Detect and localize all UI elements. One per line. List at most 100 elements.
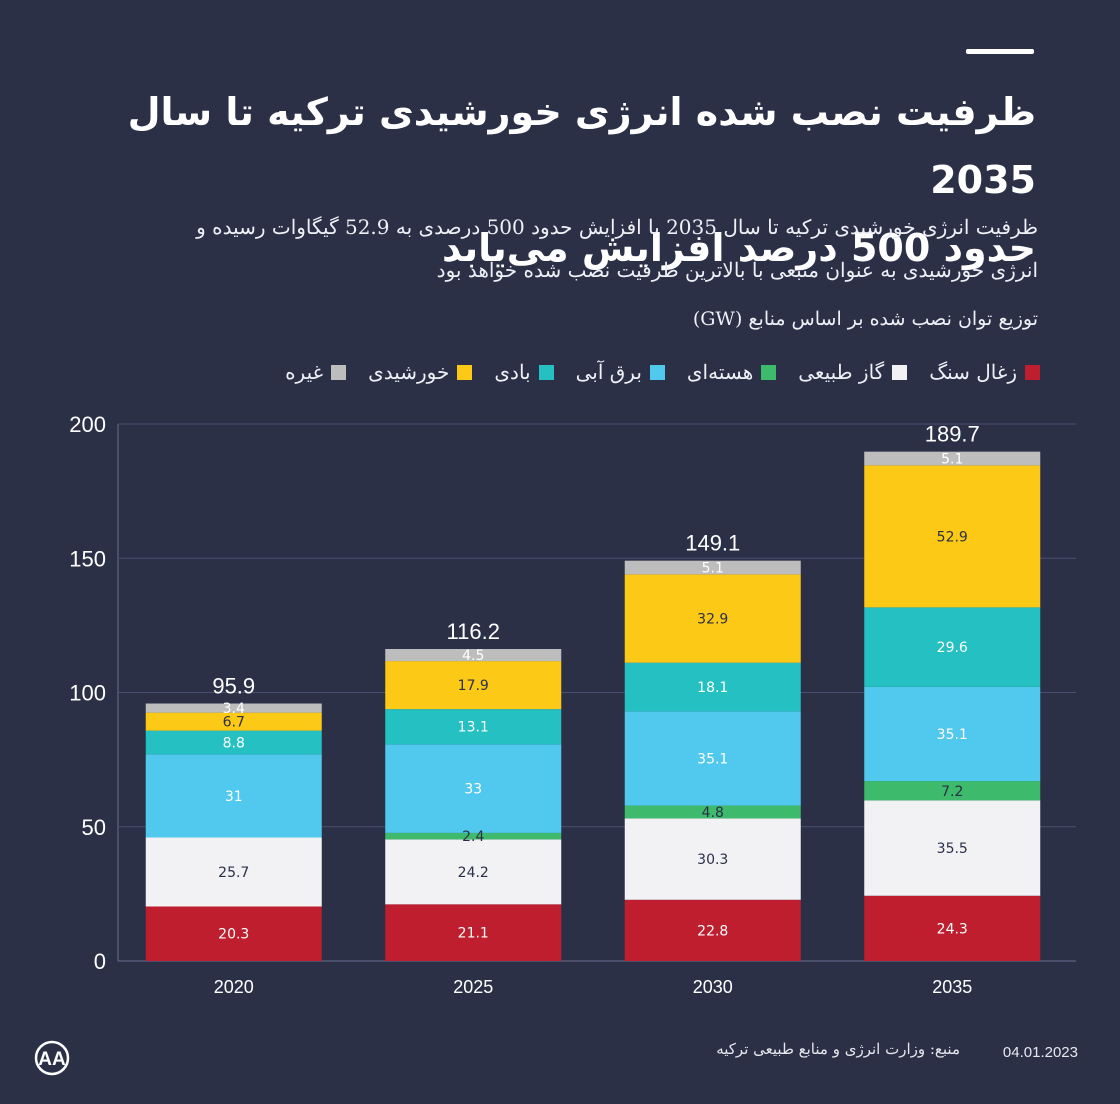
bar-value-label: 20.3 [218,927,249,943]
bar-value-label: 13.1 [458,720,489,736]
title-line-2: حدود 500 درصد افزایش می‌یابد [441,226,1036,270]
bar-value-label: 6.7 [223,715,245,731]
bar-segment [145,837,322,907]
x-tick-label: 2035 [932,977,972,997]
bar-value-label: 5.1 [702,561,724,577]
bar-value-label: 8.8 [223,735,245,751]
bar-value-label: 24.2 [458,865,489,881]
legend-item-natural-gas: گاز طبیعی [798,360,908,384]
legend-swatch-coal [1025,364,1040,380]
bar-segment [145,754,322,838]
bar-value-label: 3.4 [223,701,245,717]
subtitle-line-1: ظرفیت انرژی خورشیدی ترکیه تا سال 2035 با… [196,215,1038,239]
y-tick-label: 0 [94,949,106,974]
legend-item-other: غیره [285,360,347,384]
bar-value-label: 17.9 [458,678,489,694]
bar-segment [385,744,562,833]
legend-label-natural-gas: گاز طبیعی [798,360,885,384]
bar-value-label: 35.5 [937,841,968,857]
bar-value-label: 7.2 [941,784,963,800]
bar-segment [624,560,801,575]
bar-value-label: 52.9 [937,529,968,545]
y-tick-label: 50 [82,815,106,840]
bar-value-label: 25.7 [218,865,249,881]
x-tick-label: 2025 [453,977,493,997]
bar-value-label: 5.1 [941,452,963,468]
legend-label-hydro: برق آبی [575,360,642,384]
legend-label-nuclear: هسته‌ای [686,360,754,384]
bar-segment [145,703,322,713]
legend-swatch-other [331,364,347,380]
legend-item-wind: بادی [494,360,554,384]
bar-value-label: 32.9 [697,612,728,628]
bar-value-label: 24.3 [937,921,968,937]
legend-label-wind: بادی [494,360,531,384]
legend-swatch-solar [457,364,473,380]
legend-label-other: غیره [285,360,324,384]
unit-label: توزیع توان نصب شده بر اساس منابع (GW) [692,308,1038,330]
source-note: منبع: وزارت انرژی و منابع طبیعی ترکیه [716,1040,960,1058]
legend-item-coal: زغال سنگ [929,360,1040,384]
bar-segment [385,904,562,961]
bar-segment [624,574,801,663]
bar-segment [624,711,801,806]
bar-value-label: 29.6 [937,640,968,656]
bar-total-label: 189.7 [925,422,980,447]
bar-segment [624,662,801,712]
bar-segment [624,805,801,819]
bar-value-label: 18.1 [697,680,728,696]
bar-segment [624,899,801,961]
chart-legend: زغال سنگ گاز طبیعی هسته‌ای برق آبی بادی … [285,360,1040,384]
legend-swatch-wind [538,364,554,380]
legend-item-solar: خورشیدی [368,360,473,384]
bar-segment [145,730,322,755]
bar-total-label: 95.9 [212,674,255,699]
title-line-1: ظرفیت نصب شده انرژی خورشیدی ترکیه تا سال… [127,90,1036,202]
bar-total-label: 149.1 [685,531,740,556]
bar-value-label: 4.8 [702,805,724,821]
bar-segment [864,607,1041,687]
legend-swatch-nuclear [761,364,777,380]
subtitle-line-2: انرژی خورشیدی به عنوان منبعی با بالاترین… [436,258,1038,282]
page-title: ظرفیت نصب شده انرژی خورشیدی ترکیه تا سال… [56,78,1036,282]
bar-segment [145,712,322,731]
bar-segment [864,451,1041,466]
x-tick-label: 2020 [214,977,254,997]
bar-segment [385,661,562,710]
subtitle: ظرفیت انرژی خورشیدی ترکیه تا سال 2035 با… [48,206,1038,292]
bar-segment [385,649,562,662]
y-tick-label: 100 [69,681,106,706]
bar-segment [385,839,562,905]
bar-value-label: 21.1 [458,926,489,942]
bar-value-label: 2.4 [462,829,484,845]
aa-logo: AA [34,1040,80,1080]
bar-value-label: 35.1 [697,751,728,767]
y-tick-label: 150 [69,546,106,571]
bar-segment [864,800,1041,896]
legend-item-hydro: برق آبی [576,360,665,384]
bar-segment [864,895,1041,961]
publish-date: 04.01.2023 [1002,1044,1078,1061]
legend-swatch-natural-gas [892,364,908,380]
bar-value-label: 30.3 [697,852,728,868]
bar-segment [864,686,1041,782]
bar-segment [145,906,322,961]
bar-value-label: 22.8 [697,923,728,939]
aa-logo-icon: AA [34,1040,70,1076]
bar-value-label: 33 [464,782,482,798]
bar-value-label: 4.5 [462,648,484,664]
aa-logo-text: AA [38,1049,66,1070]
bar-segment [864,465,1041,608]
legend-label-coal: زغال سنگ [929,360,1017,384]
legend-label-solar: خورشیدی [368,360,450,384]
top-accent-bar [966,49,1034,54]
bar-segment [385,709,562,745]
y-tick-label: 200 [69,412,106,437]
bar-segment [624,818,801,900]
x-tick-label: 2030 [693,977,733,997]
bar-total-label: 116.2 [447,619,500,644]
bar-segment [864,781,1041,801]
labels-layer: 0 50 100 150 200 20.3 25.7 31 8.8 6.73.4 95.9 2020 2… [69,412,980,997]
bar-value-label: 31 [225,789,243,805]
